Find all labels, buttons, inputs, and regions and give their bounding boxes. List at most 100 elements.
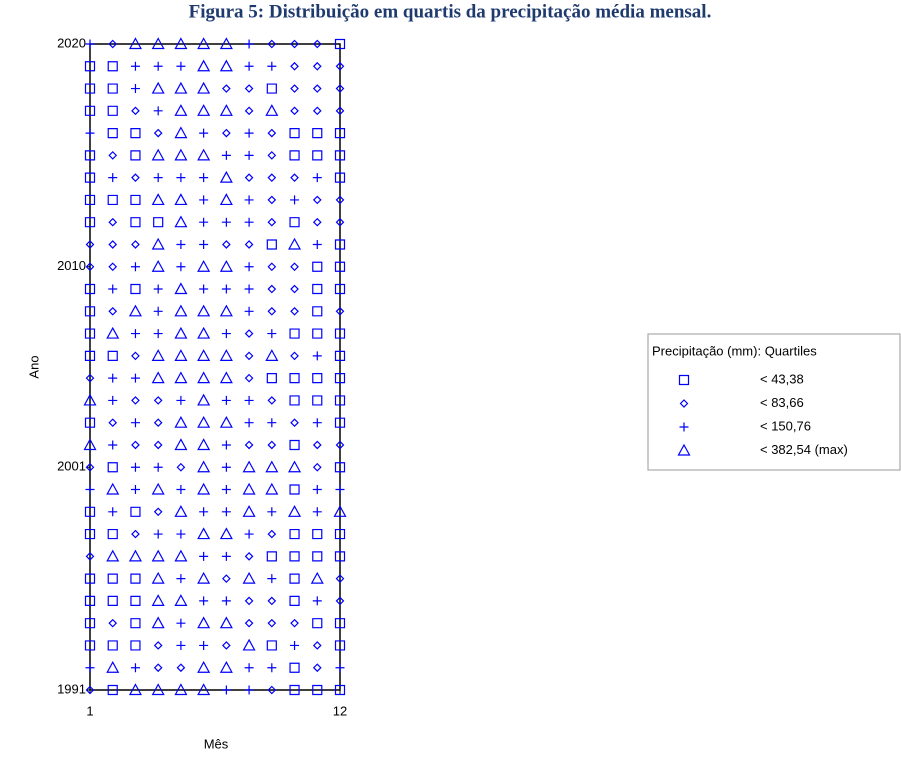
square-marker bbox=[107, 462, 118, 473]
plus-marker bbox=[176, 640, 186, 650]
triangle-marker bbox=[219, 260, 233, 272]
triangle-marker bbox=[174, 304, 188, 317]
plus-marker bbox=[221, 596, 231, 606]
plus-marker bbox=[312, 418, 322, 428]
diamond-marker bbox=[153, 641, 163, 650]
triangle-marker bbox=[242, 638, 256, 651]
diamond-marker bbox=[244, 106, 254, 116]
plus-marker bbox=[221, 507, 231, 517]
diamond-marker bbox=[108, 306, 118, 316]
diamond-marker bbox=[267, 39, 277, 49]
triangle-marker bbox=[151, 482, 165, 495]
plus-marker bbox=[176, 618, 186, 628]
legend-label: < 83,66 bbox=[760, 395, 804, 410]
triangle-marker bbox=[197, 683, 211, 696]
diamond-marker bbox=[335, 84, 345, 93]
plus-marker bbox=[153, 61, 163, 71]
plus-marker bbox=[244, 529, 254, 539]
square-marker bbox=[266, 83, 277, 94]
diamond-marker bbox=[244, 551, 254, 561]
square-marker bbox=[107, 573, 118, 584]
y-tick-label: 2001 bbox=[57, 459, 86, 474]
plus-marker bbox=[335, 663, 345, 673]
square-marker bbox=[334, 395, 346, 406]
triangle-marker bbox=[174, 326, 188, 339]
triangle-marker bbox=[197, 349, 211, 361]
diamond-marker bbox=[335, 195, 345, 205]
square-marker bbox=[130, 283, 141, 295]
diamond-marker bbox=[335, 217, 345, 227]
triangle-marker bbox=[128, 304, 142, 317]
y-tick-label: 1991 bbox=[57, 681, 86, 696]
square-marker bbox=[289, 217, 300, 228]
square-marker bbox=[130, 128, 141, 139]
square-marker bbox=[289, 595, 300, 606]
square-marker bbox=[334, 640, 346, 651]
triangle-marker bbox=[174, 148, 188, 161]
triangle-marker bbox=[219, 415, 233, 428]
plus-marker bbox=[244, 39, 254, 49]
diamond-marker bbox=[153, 663, 163, 673]
square-marker bbox=[107, 128, 118, 139]
plus-marker bbox=[130, 485, 140, 495]
diamond-marker bbox=[312, 61, 322, 71]
plus-marker bbox=[153, 284, 163, 294]
triangle-marker bbox=[197, 104, 211, 116]
triangle-marker bbox=[151, 571, 165, 584]
plus-marker bbox=[267, 418, 277, 428]
square-marker bbox=[84, 283, 96, 295]
diamond-marker bbox=[108, 418, 118, 428]
square-marker bbox=[289, 128, 300, 139]
plus-marker bbox=[244, 150, 254, 160]
legend-marker bbox=[679, 422, 689, 432]
square-marker bbox=[107, 528, 118, 540]
diamond-marker bbox=[153, 418, 163, 428]
square-marker bbox=[289, 328, 300, 339]
square-marker bbox=[334, 373, 346, 384]
diamond-marker bbox=[176, 663, 186, 673]
plus-marker bbox=[176, 262, 186, 272]
diamond-marker bbox=[222, 84, 231, 93]
triangle-marker bbox=[174, 549, 188, 562]
square-marker bbox=[334, 38, 346, 50]
square-marker bbox=[84, 194, 96, 206]
plus-marker bbox=[267, 574, 277, 584]
plus-marker bbox=[199, 284, 209, 294]
diamond-marker bbox=[244, 240, 254, 249]
square-marker bbox=[107, 684, 118, 696]
plus-marker bbox=[108, 440, 118, 450]
diamond-marker bbox=[267, 284, 277, 294]
diamond-marker bbox=[131, 173, 140, 183]
plus-marker bbox=[199, 195, 209, 205]
plus-marker bbox=[130, 61, 140, 71]
diamond-marker bbox=[267, 173, 277, 183]
plus-marker bbox=[153, 529, 163, 539]
plus-marker bbox=[244, 663, 254, 673]
square-marker bbox=[130, 150, 141, 161]
triangle-marker bbox=[174, 349, 188, 361]
plus-marker bbox=[244, 262, 254, 272]
plus-marker bbox=[221, 329, 231, 339]
square-marker bbox=[107, 194, 118, 206]
square-marker bbox=[84, 328, 96, 339]
triangle-marker bbox=[197, 415, 211, 428]
triangle-marker bbox=[197, 304, 211, 317]
square-marker bbox=[107, 83, 118, 94]
square-marker bbox=[84, 506, 96, 517]
legend-title: Precipitação (mm): Quartiles bbox=[652, 343, 817, 358]
square-marker bbox=[334, 618, 346, 629]
square-marker bbox=[334, 350, 346, 361]
square-marker bbox=[107, 350, 118, 361]
plus-marker bbox=[221, 440, 231, 450]
square-marker bbox=[312, 328, 323, 339]
triangle-marker bbox=[151, 81, 165, 94]
square-marker bbox=[312, 528, 323, 540]
plus-marker bbox=[153, 462, 163, 472]
triangle-marker bbox=[128, 37, 142, 50]
triangle-marker bbox=[219, 104, 233, 116]
diamond-marker bbox=[176, 462, 186, 472]
plus-marker bbox=[199, 596, 209, 606]
plus-marker bbox=[290, 640, 300, 650]
legend-label: < 382,54 (max) bbox=[760, 442, 848, 457]
